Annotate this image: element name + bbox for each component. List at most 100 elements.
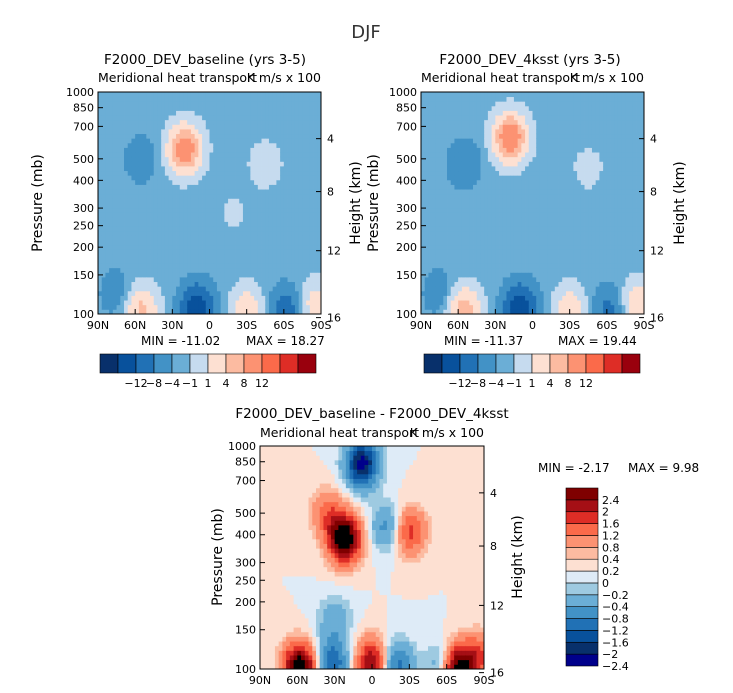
contour-cell: [220, 184, 225, 190]
height-tick-label: 16: [327, 312, 341, 325]
contour-cell: [131, 156, 136, 162]
contour-cell: [484, 230, 489, 236]
contour-cell: [547, 152, 552, 158]
contour-cell: [551, 147, 556, 153]
contour-cell: [313, 115, 318, 121]
contour-cell: [298, 263, 303, 269]
contour-cell: [450, 244, 455, 250]
contour-cell: [487, 230, 493, 236]
contour-cell: [443, 119, 448, 125]
contour-cell: [101, 286, 106, 292]
contour-cell: [543, 92, 548, 98]
contour-cell: [450, 96, 455, 102]
contour-cell: [216, 166, 222, 172]
contour-cell: [213, 179, 218, 185]
contour-cell: [109, 309, 114, 315]
contour-cell: [495, 277, 500, 283]
contour-cell: [435, 207, 440, 213]
contour-cell: [268, 115, 274, 121]
contour-cell: [525, 290, 530, 296]
contour-cell: [551, 230, 556, 236]
contour-cell: [506, 129, 511, 135]
contour-cell: [309, 290, 314, 296]
contour-cell: [569, 124, 574, 130]
contour-cell: [554, 258, 559, 264]
contour-cell: [254, 156, 259, 162]
contour-cell: [473, 249, 478, 255]
contour-cell: [313, 142, 318, 148]
contour-cell: [224, 105, 229, 111]
contour-cell: [220, 152, 225, 158]
contour-cell: [298, 92, 303, 98]
contour-cell: [294, 179, 300, 185]
contour-cell: [109, 244, 114, 250]
contour-cell: [306, 184, 311, 190]
contour-cell: [216, 212, 222, 218]
contour-cell: [454, 96, 459, 102]
contour-cell: [439, 230, 444, 236]
contour-cell: [287, 193, 292, 199]
contour-cell: [309, 304, 314, 310]
contour-cell: [161, 230, 166, 236]
contour-cell: [424, 156, 429, 162]
contour-cell: [172, 258, 177, 264]
contour-cell: [443, 92, 448, 98]
contour-cell: [298, 286, 303, 292]
contour-cell: [536, 258, 541, 264]
contour-cell: [573, 309, 578, 315]
contour-cell: [254, 105, 259, 111]
contour-cell: [198, 304, 203, 310]
contour-cell: [228, 170, 233, 176]
contour-cell: [250, 138, 255, 144]
pressure-tick-label: 300: [73, 202, 94, 215]
contour-cell: [261, 216, 266, 222]
contour-cell: [120, 212, 125, 218]
contour-cell: [109, 249, 114, 255]
contour-cell: [187, 244, 192, 250]
contour-cell: [216, 179, 222, 185]
contour-cell: [558, 263, 563, 269]
contour-cell: [506, 110, 511, 116]
contour-cell: [112, 244, 117, 250]
contour-cell: [228, 286, 233, 292]
contour-cell: [216, 277, 222, 283]
contour-cell: [283, 267, 288, 273]
contour-cell: [536, 119, 541, 125]
contour-cell: [476, 170, 481, 176]
contour-cell: [458, 170, 463, 176]
contour-cell: [187, 189, 192, 195]
contour-cell: [495, 300, 500, 306]
contour-cell: [235, 147, 240, 153]
contour-cell: [228, 133, 233, 139]
contour-cell: [525, 166, 530, 172]
contour-cell: [465, 124, 470, 130]
contour-cell: [435, 147, 440, 153]
contour-cell: [317, 300, 322, 306]
contour-cell: [257, 124, 262, 130]
contour-cell: [510, 309, 515, 315]
contour-cell: [317, 152, 322, 158]
contour-cell: [521, 295, 526, 301]
contour-cell: [235, 124, 240, 130]
contour-cell: [439, 267, 444, 273]
contour-cell: [454, 295, 459, 301]
contour-cell: [491, 184, 496, 190]
contour-cell: [187, 147, 192, 153]
contour-cell: [261, 235, 266, 241]
contour-cell: [142, 115, 147, 121]
contour-cell: [246, 92, 251, 98]
contour-cell: [224, 249, 229, 255]
contour-cell: [157, 286, 162, 292]
contour-cell: [120, 138, 125, 144]
contour-cell: [272, 235, 277, 241]
contour-cell: [276, 189, 281, 195]
contour-cell: [261, 166, 266, 172]
contour-cell: [176, 235, 181, 241]
contour-cell: [101, 272, 106, 278]
contour-cell: [239, 184, 244, 190]
colorbar-swatch: [243, 353, 263, 374]
contour-cell: [261, 300, 266, 306]
contour-cell: [510, 203, 515, 209]
contour-cell: [435, 92, 440, 98]
contour-cell: [276, 115, 281, 121]
